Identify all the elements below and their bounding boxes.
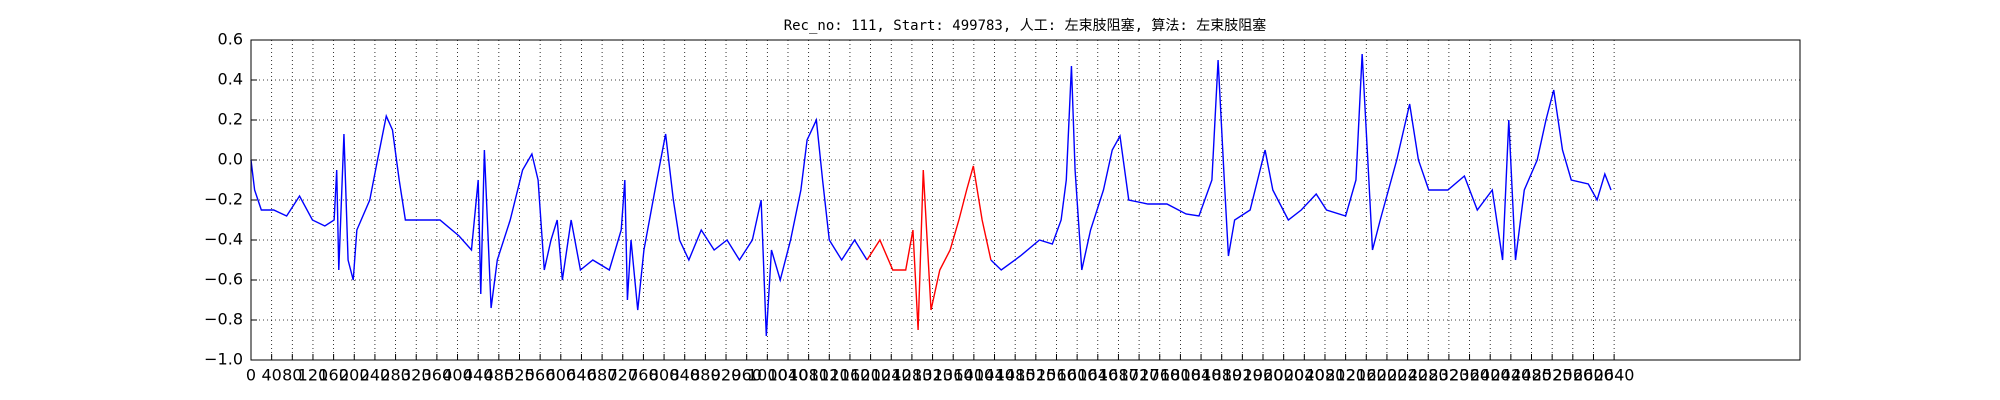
x-tick-label: 840 (669, 366, 700, 385)
x-tick-label: 280 (380, 366, 411, 385)
x-tick-label: 160 (318, 366, 349, 385)
x-tick-label: 1360 (933, 366, 974, 385)
x-tick-label: 2240 (1387, 366, 1428, 385)
x-tick-label: 1080 (788, 366, 829, 385)
x-tick-label: 1480 (995, 366, 1036, 385)
x-tick-label: 2200 (1367, 366, 1408, 385)
chart-title: Rec_no: 111, Start: 499783, 人工: 左束肢阻塞, 算… (784, 17, 1267, 34)
x-tick-label: 2640 (1594, 366, 1635, 385)
x-tick-label: 520 (504, 366, 535, 385)
x-tick-label: 1520 (1015, 366, 1056, 385)
x-tick-label: 680 (587, 366, 618, 385)
x-tick-label: 2160 (1346, 366, 1387, 385)
x-tick-label: 1600 (1057, 366, 1098, 385)
x-tick-label: 920 (711, 366, 742, 385)
x-tick-label: 1280 (892, 366, 933, 385)
x-tick-label: 1320 (912, 366, 953, 385)
x-tick-label: 2480 (1511, 366, 1552, 385)
x-tick-label: 960 (731, 366, 762, 385)
y-tick-label: −0.6 (204, 270, 243, 289)
x-tick-label: 80 (282, 366, 302, 385)
data-line (250, 113, 868, 337)
x-tick-label: 1400 (954, 366, 995, 385)
x-tick-label: 480 (484, 366, 515, 385)
x-tick-label: 560 (525, 366, 556, 385)
x-tick-label: 1560 (1036, 366, 1077, 385)
x-tick-label: 1800 (1160, 366, 1201, 385)
x-tick-label: 400 (442, 366, 473, 385)
y-tick-label: 0.4 (218, 70, 243, 89)
x-tick-label: 360 (422, 366, 453, 385)
y-tick-label: 0.2 (218, 110, 243, 129)
x-tick-label: 600 (546, 366, 577, 385)
plot-frame (250, 39, 1801, 361)
x-tick-label: 2120 (1325, 366, 1366, 385)
x-tick-label: 1760 (1139, 366, 1180, 385)
x-tick-label: 2040 (1284, 366, 1325, 385)
x-tick-label: 2280 (1408, 366, 1449, 385)
x-tick-label: 0 (246, 366, 256, 385)
x-tick-label: 2000 (1263, 366, 1304, 385)
x-tick-label: 2560 (1552, 366, 1593, 385)
data-line (990, 53, 1612, 271)
x-tick-label: 800 (649, 366, 680, 385)
x-tick-label: 2360 (1449, 366, 1490, 385)
x-tick-label: 880 (690, 366, 721, 385)
data-line (866, 165, 992, 331)
x-tick-label: 1880 (1201, 366, 1242, 385)
x-tick-label: 120 (298, 366, 329, 385)
x-tick-label: 240 (360, 366, 391, 385)
x-tick-label: 1120 (809, 366, 850, 385)
x-tick-label: 1680 (1098, 366, 1139, 385)
x-tick-label: 2080 (1305, 366, 1346, 385)
x-tick-label: 1720 (1119, 366, 1160, 385)
x-tick-label: 440 (463, 366, 494, 385)
x-tick-label: 1640 (1077, 366, 1118, 385)
y-tick-label: 0.0 (218, 150, 243, 169)
x-tick-label: 2600 (1573, 366, 1614, 385)
x-tick-label: 40 (261, 366, 281, 385)
y-tick-label: −0.2 (204, 190, 243, 209)
x-tick-label: 1200 (850, 366, 891, 385)
x-tick-label: 640 (566, 366, 597, 385)
y-tick-label: −1.0 (204, 350, 243, 369)
x-tick-label: 2520 (1532, 366, 1573, 385)
y-tick-label: −0.8 (204, 310, 243, 329)
x-tick-label: 2440 (1490, 366, 1531, 385)
x-tick-label: 720 (607, 366, 638, 385)
x-tick-label: 320 (401, 366, 432, 385)
x-tick-label: 2320 (1429, 366, 1470, 385)
x-tick-label: 2400 (1470, 366, 1511, 385)
x-tick-label: 1960 (1243, 366, 1284, 385)
x-tick-label: 1440 (974, 366, 1015, 385)
x-tick-label: 1040 (768, 366, 809, 385)
x-tick-label: 1000 (747, 366, 788, 385)
x-tick-label: 1160 (830, 366, 871, 385)
x-tick-label: 1840 (1181, 366, 1222, 385)
y-tick-label: −0.4 (204, 230, 243, 249)
y-tick-label: 0.6 (218, 30, 243, 49)
x-tick-label: 760 (628, 366, 659, 385)
x-tick-label: 200 (339, 366, 370, 385)
x-tick-label: 1240 (871, 366, 912, 385)
x-tick-label: 1920 (1222, 366, 1263, 385)
